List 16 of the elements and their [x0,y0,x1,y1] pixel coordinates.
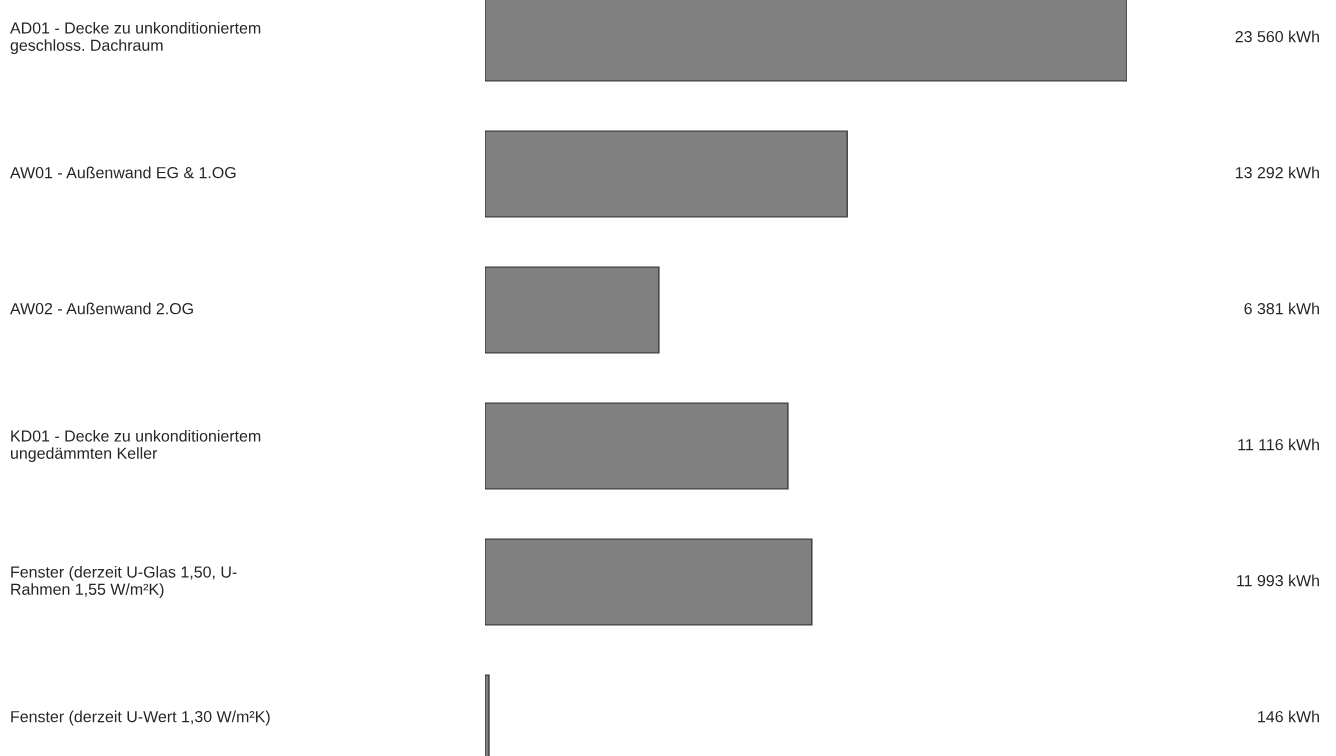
y-tick-label: Fenster (derzeit U-Glas 1,50, U- Rahmen 1,55 W/m²K) [11,565,237,599]
data-label: 23 560 kWh [1235,30,1319,43]
bar [485,130,848,218]
data-label: 146 kWh [1258,710,1319,723]
bar [485,266,660,354]
data-label: 11 116 kWh [1238,438,1319,451]
y-tick-label: AD01 - Decke zu unkonditioniertem geschloss. Dachraum [10,21,261,55]
y-tick-label: Fenster (derzeit U-Wert 1,30 W/m²K) [11,710,270,726]
y-tick-label: AW01 - Außenwand EG & 1.OG [10,166,236,179]
bar [485,402,789,490]
y-tick-label: AW02 - Außenwand 2.OG [10,302,193,315]
y-tick-label: KD01 - Decke zu unkonditioniertem ungedämmten Keller [11,429,261,463]
data-label: 6 381 kWh [1244,302,1319,315]
data-label: 13 292 kWh [1235,166,1319,179]
data-label: 11 993 kWh [1237,574,1319,587]
bar [485,538,813,626]
